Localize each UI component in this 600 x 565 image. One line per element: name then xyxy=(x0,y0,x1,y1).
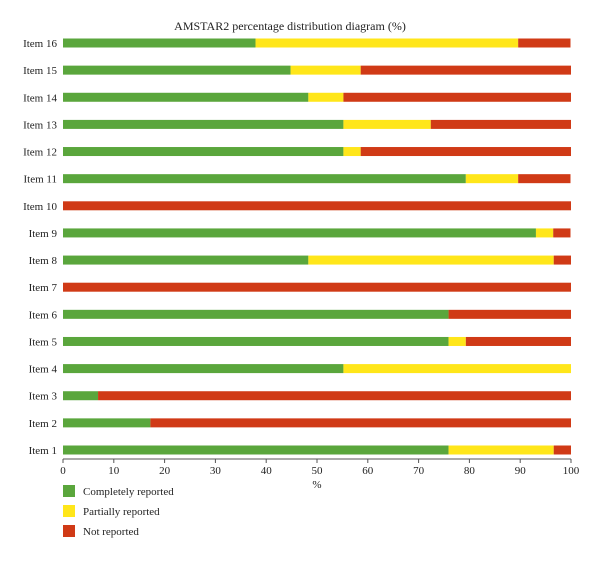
y-tick-label: Item 4 xyxy=(29,364,58,376)
legend-swatch xyxy=(63,525,75,537)
bar-segment-partially-reported xyxy=(308,92,344,102)
bar-segment-not-reported xyxy=(63,201,571,211)
y-tick-label: Item 15 xyxy=(23,65,57,77)
bar-segment-partially-reported xyxy=(535,228,554,238)
bar-segment-not-reported xyxy=(343,92,571,102)
bar-segment-partially-reported xyxy=(290,65,361,75)
bar-segment-not-reported xyxy=(430,119,571,129)
chart-title: AMSTAR2 percentage distribution diagram … xyxy=(174,19,406,33)
bar-segment-not-reported xyxy=(150,418,571,428)
bar-segment-completely-reported xyxy=(63,445,449,455)
y-tick-label: Item 1 xyxy=(29,445,57,457)
x-tick-label: 30 xyxy=(210,465,222,477)
bar-segment-completely-reported xyxy=(63,119,344,129)
bar-segment-not-reported xyxy=(518,174,571,184)
bar-segment-partially-reported xyxy=(448,336,466,346)
y-tick-label: Item 10 xyxy=(23,201,57,213)
x-tick-label: 100 xyxy=(563,465,580,477)
y-tick-label: Item 14 xyxy=(23,92,57,104)
y-tick-label: Item 16 xyxy=(23,38,57,50)
x-tick-label: 90 xyxy=(515,465,527,477)
bar-segment-not-reported xyxy=(553,228,571,238)
x-tick-label: 40 xyxy=(261,465,273,477)
bar-segment-partially-reported xyxy=(448,445,554,455)
bar-segment-completely-reported xyxy=(63,364,344,374)
legend: Completely reported Partially reported Not… xyxy=(63,485,174,538)
bar-segment-completely-reported xyxy=(63,92,309,102)
y-tick-label: Item 3 xyxy=(29,391,58,403)
y-tick-label: Item 5 xyxy=(29,336,58,348)
y-tick-label: Item 8 xyxy=(29,255,58,267)
bar-segment-not-reported xyxy=(518,38,571,48)
bars-group xyxy=(63,38,572,455)
bar-segment-completely-reported xyxy=(63,391,99,401)
legend-label: Not reported xyxy=(83,526,139,538)
x-tick-label: 80 xyxy=(464,465,476,477)
bar-segment-partially-reported xyxy=(343,147,361,157)
y-tick-label: Item 13 xyxy=(23,119,57,131)
bar-segment-not-reported xyxy=(553,445,571,455)
x-tick-label: 70 xyxy=(413,465,425,477)
x-tick-label: 20 xyxy=(159,465,171,477)
legend-swatch xyxy=(63,505,75,517)
bar-segment-completely-reported xyxy=(63,174,466,184)
bar-segment-not-reported xyxy=(448,309,571,319)
bar-segment-completely-reported xyxy=(63,38,256,48)
bar-segment-not-reported xyxy=(360,65,571,75)
bar-segment-partially-reported xyxy=(308,255,554,265)
x-tick-label: 10 xyxy=(108,465,120,477)
bar-segment-not-reported xyxy=(553,255,571,265)
y-axis-labels: Item 1 Item 2 Item 3 Item 4 Item 5 Item 6 Item… xyxy=(23,38,57,457)
bar-segment-partially-reported xyxy=(343,364,571,374)
y-tick-label: Item 11 xyxy=(24,174,58,186)
y-tick-label: Item 2 xyxy=(29,418,57,430)
x-tick-label: 60 xyxy=(362,465,374,477)
bar-segment-partially-reported xyxy=(343,119,431,129)
y-tick-label: Item 7 xyxy=(29,282,58,294)
bar-segment-completely-reported xyxy=(63,228,536,238)
bar-segment-completely-reported xyxy=(63,65,291,75)
legend-label: Partially reported xyxy=(83,506,160,518)
y-tick-label: Item 6 xyxy=(29,309,58,321)
legend-swatch xyxy=(63,485,75,497)
legend-label: Completely reported xyxy=(83,486,174,498)
bar-segment-completely-reported xyxy=(63,336,449,346)
bar-segment-completely-reported xyxy=(63,147,344,157)
x-axis-label: % xyxy=(312,479,321,491)
x-tick-label: 0 xyxy=(60,465,66,477)
bar-segment-not-reported xyxy=(63,282,571,292)
bar-segment-not-reported xyxy=(98,391,572,401)
y-tick-label: Item 12 xyxy=(23,147,57,159)
x-tick-label: 50 xyxy=(312,465,324,477)
bar-segment-completely-reported xyxy=(63,309,449,319)
bar-segment-completely-reported xyxy=(63,418,151,428)
bar-segment-not-reported xyxy=(465,336,571,346)
bar-segment-not-reported xyxy=(360,147,571,157)
x-axis-ticks: 0 10 20 30 40 50 60 70 80 90 100 xyxy=(60,459,580,477)
bar-segment-partially-reported xyxy=(255,38,519,48)
y-tick-label: Item 9 xyxy=(29,228,58,240)
bar-segment-partially-reported xyxy=(465,174,519,184)
bar-segment-completely-reported xyxy=(63,255,309,265)
